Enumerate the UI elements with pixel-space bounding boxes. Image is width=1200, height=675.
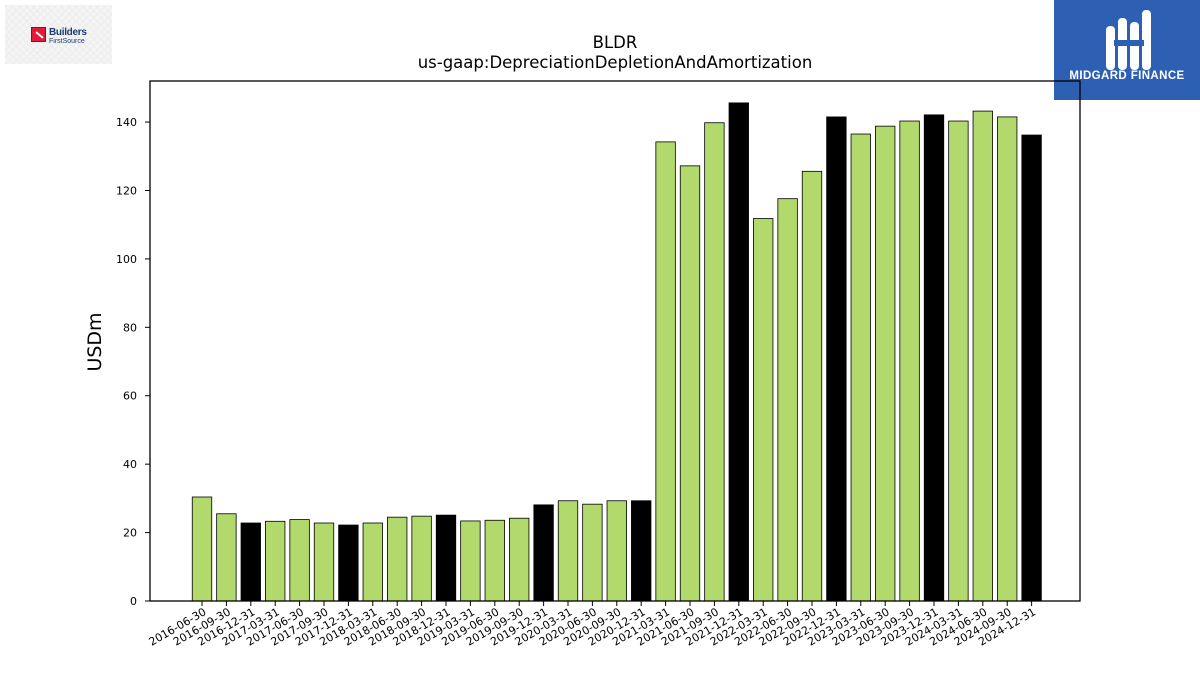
x-axis: 2016-06-302016-09-302016-12-312017-03-31… — [147, 601, 1038, 649]
bar-2016-06-30 — [191, 496, 213, 602]
bar-2023-12-31 — [923, 114, 945, 602]
bar-2018-12-31 — [435, 514, 457, 602]
bar-2024-06-30 — [972, 110, 993, 602]
bars-group — [191, 102, 1042, 602]
bar-2017-12-31 — [338, 524, 359, 602]
bar-2016-12-31 — [240, 522, 261, 602]
bar-2021-09-30 — [704, 122, 725, 602]
bar-2022-06-30 — [777, 198, 798, 602]
bar-2016-09-30 — [216, 513, 237, 602]
bar-2023-03-31 — [850, 133, 871, 602]
builders-logo-mark-icon — [31, 27, 46, 42]
y-tick-label: 100 — [116, 253, 137, 266]
bar-2018-03-31 — [362, 522, 383, 602]
bar-2021-03-31 — [655, 141, 676, 602]
chart-subtitle: us-gaap:DepreciationDepletionAndAmortiza… — [418, 53, 813, 72]
bar-2022-12-31 — [826, 116, 847, 602]
bar-2019-03-31 — [460, 520, 481, 602]
bar-2018-06-30 — [387, 516, 408, 602]
bar-2020-09-30 — [606, 500, 627, 602]
bar-2018-09-30 — [411, 515, 432, 602]
y-axis: 0 20 40 60 80 100 120 140 — [116, 116, 150, 608]
chart-title: BLDR — [593, 33, 638, 52]
builders-logo-word1: Builders — [49, 27, 87, 38]
bar-2024-09-30 — [997, 116, 1018, 602]
bar-2017-09-30 — [313, 522, 335, 602]
bar-2019-12-31 — [533, 504, 554, 602]
bar-2024-12-31 — [1021, 134, 1042, 602]
y-tick-label: 20 — [123, 527, 137, 540]
builders-logo-word2: FirstSource — [49, 38, 85, 45]
plot-frame — [149, 80, 1081, 602]
bar-2020-06-30 — [582, 503, 603, 602]
y-axis-label: USDm — [84, 312, 106, 371]
y-tick-label: 120 — [116, 184, 137, 197]
midgard-monogram-icon — [1106, 10, 1151, 70]
midgard-finance-wordmark: MIDGARD FINANCE — [1069, 70, 1185, 82]
builders-firstsource-logo: Builders FirstSource — [5, 5, 112, 64]
bar-2021-12-31 — [728, 102, 749, 602]
bar-2024-03-31 — [948, 120, 969, 602]
y-tick-label: 140 — [116, 116, 137, 129]
bar-2017-03-31 — [265, 520, 286, 602]
y-tick-label: 0 — [130, 595, 137, 608]
bar-2022-09-30 — [801, 170, 823, 602]
bar-2017-06-30 — [289, 519, 310, 602]
bar-2021-06-30 — [679, 165, 701, 602]
midgard-finance-logo: MIDGARD FINANCE — [1054, 0, 1200, 100]
bar-2022-03-31 — [753, 218, 774, 602]
bar-2023-06-30 — [875, 125, 896, 602]
bar-2020-12-31 — [631, 500, 652, 602]
bar-2019-06-30 — [484, 519, 505, 602]
y-tick-label: 80 — [123, 321, 137, 334]
y-tick-label: 60 — [123, 390, 137, 403]
y-tick-label: 40 — [123, 458, 137, 471]
bar-2020-03-31 — [557, 500, 579, 602]
bar-2023-09-30 — [899, 120, 920, 602]
bar-2019-09-30 — [509, 517, 530, 602]
